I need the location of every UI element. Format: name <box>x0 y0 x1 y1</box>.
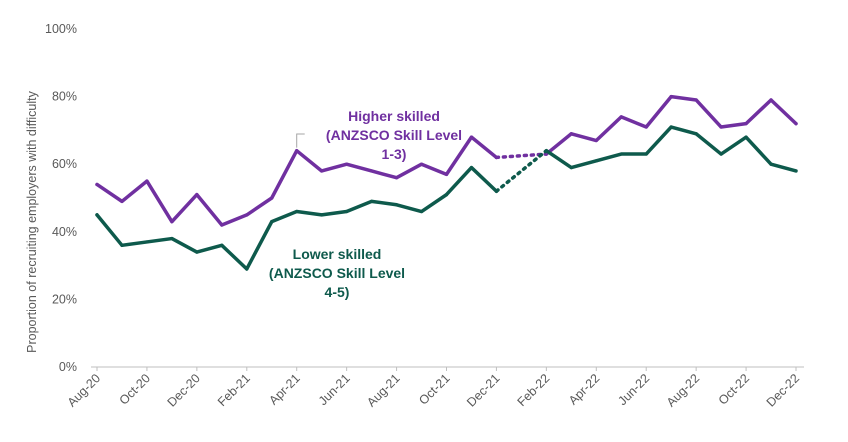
x-tick-label: Oct-22 <box>716 371 752 407</box>
x-tick-label: Aug-21 <box>364 371 402 409</box>
higher-data-point <box>145 179 149 183</box>
higher-series-dotted-gap <box>494 152 549 160</box>
higher-data-point <box>245 213 249 217</box>
lower-data-point <box>370 199 374 203</box>
lower-data-point <box>320 213 324 217</box>
lower-data-point <box>419 209 424 214</box>
lower-data-point <box>794 169 798 173</box>
lower-data-point <box>719 152 723 156</box>
lower-data-point <box>469 165 474 170</box>
lower-data-point <box>270 220 274 224</box>
x-tick-label: Oct-20 <box>117 371 153 407</box>
higher-data-point <box>669 95 673 99</box>
higher-data-point <box>569 132 573 136</box>
higher-data-point <box>195 193 199 197</box>
higher-data-point <box>370 169 374 173</box>
x-tick-label: Dec-22 <box>764 371 802 409</box>
lower-data-point <box>170 236 174 241</box>
lower-data-point <box>220 243 224 247</box>
x-tick-label: Feb-21 <box>215 371 253 409</box>
lower-data-point <box>295 209 299 214</box>
y-axis-label: Proportion of recruiting employers with … <box>25 90 39 352</box>
lower-data-point <box>669 125 673 129</box>
higher-data-point <box>220 223 224 227</box>
lower-data-point <box>394 203 399 207</box>
higher-annotation-line-2: (ANZSCO Skill Level <box>326 127 462 143</box>
higher-data-point <box>769 98 773 102</box>
lower-data-point <box>744 135 748 139</box>
higher-data-point <box>419 162 424 166</box>
lower-annotation-line-3: 4-5) <box>325 284 350 300</box>
x-tick-label: Jun-21 <box>316 371 353 408</box>
lower-data-point <box>95 213 99 217</box>
lower-data-point <box>444 193 449 197</box>
x-tick-label: Feb-22 <box>515 371 553 409</box>
higher-data-point <box>594 138 598 143</box>
higher-data-point <box>120 199 124 203</box>
y-tick-label: 100% <box>45 22 77 36</box>
higher-data-point <box>295 149 299 153</box>
y-tick-label: 40% <box>52 225 77 239</box>
lower-data-point <box>494 189 499 193</box>
lower-data-point <box>345 209 349 214</box>
lower-data-point <box>644 152 648 156</box>
lower-data-point <box>195 250 199 254</box>
higher-annotation-line-1: Higher skilled <box>348 108 440 124</box>
y-tick-label: 60% <box>52 157 77 171</box>
higher-data-point <box>394 176 399 180</box>
x-tick-label: Apr-21 <box>266 371 302 407</box>
higher-data-point <box>744 122 748 126</box>
lower-data-point <box>694 132 698 136</box>
y-tick-label: 80% <box>52 90 77 104</box>
higher-data-point <box>694 98 698 102</box>
lower-data-point <box>619 152 623 156</box>
x-tick-label: Oct-21 <box>416 371 452 407</box>
higher-data-point <box>270 196 274 200</box>
y-tick-label: 20% <box>52 292 77 306</box>
x-tick-label: Dec-20 <box>165 371 203 409</box>
higher-data-point <box>644 125 648 129</box>
higher-data-point <box>719 125 723 129</box>
lower-data-point <box>145 240 149 244</box>
x-tick-label: Apr-22 <box>566 371 602 407</box>
higher-data-point <box>345 162 349 166</box>
lower-data-point <box>544 149 548 153</box>
higher-data-point <box>95 182 99 187</box>
x-tick-label: Dec-21 <box>464 371 502 409</box>
higher-data-point <box>619 115 623 119</box>
lower-series-dotted-gap <box>494 148 549 193</box>
lower-annotation-line-1: Lower skilled <box>293 246 382 262</box>
lower-data-point <box>120 243 124 247</box>
higher-annotation-line-3: 1-3) <box>382 146 407 162</box>
x-tick-label: Aug-22 <box>664 371 702 409</box>
lower-data-point <box>769 162 773 166</box>
lower-series-line-2 <box>544 125 798 173</box>
lower-data-point <box>245 267 249 271</box>
lower-annotation-line-2: (ANZSCO Skill Level <box>269 265 405 281</box>
lower-data-point <box>569 165 573 170</box>
y-tick-label: 0% <box>59 360 77 374</box>
higher-data-point <box>444 172 449 176</box>
higher-data-point <box>170 220 174 224</box>
higher-data-point <box>494 155 499 160</box>
lower-data-point <box>594 159 598 163</box>
x-tick-label: Jun-22 <box>615 371 652 408</box>
x-tick-label: Aug-20 <box>65 371 103 409</box>
higher-data-point <box>320 169 324 173</box>
higher-data-point <box>794 122 798 126</box>
higher-data-point <box>469 135 474 139</box>
higher-annotation-leader <box>296 133 305 148</box>
